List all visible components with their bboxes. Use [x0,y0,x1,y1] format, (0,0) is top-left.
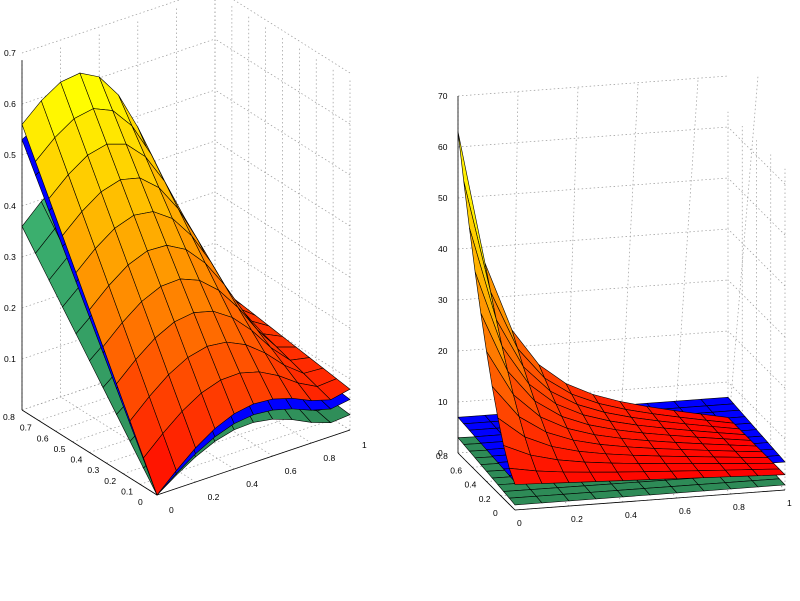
y-tick-label: 0 [493,508,498,518]
surface-patch [740,456,775,464]
left-y-tick-labels: 0 0.1 0.2 0.3 0.4 0.5 0.6 0.7 0.8 [3,412,143,507]
grid-line [214,140,351,227]
z-tick-label: 0.2 [4,303,16,313]
right-surfaces [457,131,786,506]
right-y-tick-labels: 00.20.40.60.8 [436,451,498,518]
surface-red-to-yellow [21,72,351,496]
grid-line [457,75,729,97]
axis-line [457,452,516,511]
grid-line [727,330,786,389]
grid-line [727,279,786,338]
grid-line [457,279,729,301]
x-tick-label: 1 [362,440,367,450]
grid-line [727,126,786,185]
surface-patch [751,478,786,488]
grid-line [457,126,729,148]
x-tick-label: 0.2 [571,514,583,524]
axis-line [21,409,158,496]
y-tick-label: 0.6 [37,433,49,443]
left-z-tick-labels: 0.1 0.2 0.3 0.4 0.5 0.6 0.7 [4,48,16,364]
grid-line [214,38,351,125]
y-tick-label: 0.4 [465,480,477,490]
left-x-tick-labels: 0 0.2 0.4 0.6 0.8 1 [169,440,367,515]
grid-line [60,396,196,483]
grid-line [619,83,639,442]
z-tick-label: 30 [438,295,448,305]
surface-patch [745,462,781,470]
y-tick-label: 0.1 [121,486,133,496]
z-tick-label: 70 [438,91,448,101]
left-surfaces [21,72,351,496]
x-tick-label: 0 [169,505,174,515]
z-tick-label: 20 [438,346,448,356]
surface-patch [751,468,786,476]
x-tick-label: 0.2 [208,492,220,502]
grid-line [21,0,181,54]
axis-line [156,429,351,496]
y-tick-label: 0.2 [104,476,116,486]
x-tick-label: 0.4 [246,479,258,489]
z-tick-label: 10 [438,397,448,407]
y-tick-label: 0.6 [450,465,462,475]
axis-line [514,489,786,511]
z-tick-label: 60 [438,142,448,152]
grid-line [457,177,729,199]
surface-red-to-yellow [457,131,786,485]
right-x-tick-labels: 0 0.2 0.4 0.6 0.8 1 [517,498,792,528]
z-tick-label: 0 [438,448,443,458]
left-surface-plot: 0.10.20.30.40.50.60.7 00.10.20.30.40.50.… [3,0,367,515]
x-tick-label: 0.4 [625,510,637,520]
y-tick-label: 0.4 [71,455,83,465]
y-tick-label: 0.8 [3,412,15,422]
z-tick-label: 0.1 [4,354,16,364]
grid-line [214,89,351,176]
x-tick-label: 0.6 [285,466,297,476]
grid-line [214,242,351,329]
y-tick-label: 0.2 [479,494,491,504]
grid-line [727,228,786,287]
grid-line [233,0,351,74]
grid-line [673,79,699,438]
y-tick-label: 0.5 [54,444,66,454]
z-tick-label: 0.7 [4,48,16,58]
y-tick-label: 0.8 [436,451,448,461]
x-tick-label: 0.8 [733,502,745,512]
x-tick-label: 1 [787,498,792,508]
x-tick-label: 0 [517,518,522,528]
z-tick-label: 50 [438,193,448,203]
grid-line [727,381,786,440]
z-tick-label: 0.6 [4,99,16,109]
surface-patch [316,378,351,401]
y-tick-label: 0 [138,497,143,507]
z-tick-label: 0.3 [4,252,16,262]
z-tick-label: 0.4 [4,201,16,211]
grid-line [457,228,729,250]
y-tick-label: 0.3 [87,465,99,475]
x-tick-label: 0.8 [323,453,335,463]
y-tick-label: 0.7 [20,423,32,433]
grid-line [727,177,786,236]
z-tick-label: 40 [438,244,448,254]
x-tick-label: 0.6 [679,506,691,516]
grid-line [214,191,351,278]
z-tick-label: 0.5 [4,150,16,160]
right-z-tick-labels: 0 10 20 30 40 50 60 70 [438,91,448,458]
